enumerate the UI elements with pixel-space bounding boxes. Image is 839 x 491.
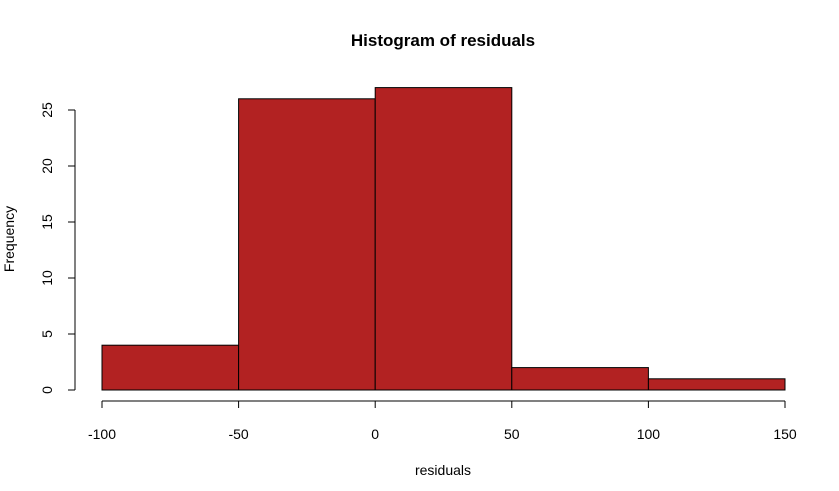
- chart-title: Histogram of residuals: [351, 31, 535, 50]
- y-tick-label-1: 5: [39, 330, 55, 338]
- x-axis-label: residuals: [415, 462, 471, 478]
- x-tick-label-1: -50: [228, 426, 248, 442]
- histogram-bar-1: [238, 98, 376, 391]
- histogram-bar-0: [101, 344, 240, 391]
- histogram-bars: [101, 87, 786, 391]
- histogram-bar-3: [511, 367, 649, 391]
- y-tick-label-4: 20: [39, 158, 55, 174]
- histogram-bar-2: [374, 87, 513, 391]
- x-tick-label-5: 150: [773, 426, 797, 442]
- x-axis: -100 -50 0 50 100 150: [88, 400, 797, 442]
- y-tick-label-3: 15: [39, 214, 55, 230]
- y-tick-label-5: 25: [39, 102, 55, 118]
- y-axis-label: Frequency: [1, 206, 17, 272]
- x-tick-label-0: -100: [88, 426, 116, 442]
- y-tick-label-0: 0: [39, 386, 55, 394]
- x-tick-label-2: 0: [371, 426, 379, 442]
- histogram-bar-4: [647, 378, 786, 391]
- x-tick-label-3: 50: [504, 426, 520, 442]
- y-tick-label-2: 10: [39, 270, 55, 286]
- x-tick-label-4: 100: [637, 426, 661, 442]
- y-axis: 0 5 10 15 20 25: [39, 102, 76, 394]
